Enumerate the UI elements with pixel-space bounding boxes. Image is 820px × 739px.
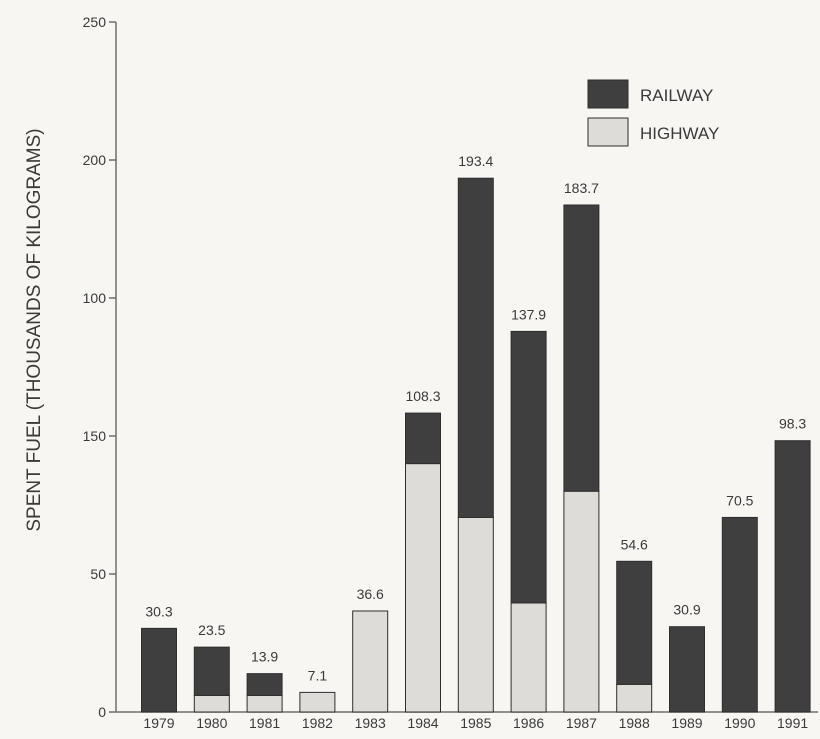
total-label: 70.5 [726, 492, 753, 508]
x-tick-label: 1984 [407, 715, 438, 731]
y-ticks: 0 50 150 100 200 250 [83, 14, 116, 720]
bar-segment-highway-1983 [352, 610, 389, 713]
x-tick-label: 1990 [724, 715, 755, 731]
legend-swatch-railway [587, 79, 629, 109]
bar-segment-highway-1985 [457, 516, 494, 713]
bar-segment-highway-1987 [563, 490, 600, 713]
x-tick-label: 1988 [619, 715, 650, 731]
bar-segment-highway-1980 [193, 694, 230, 713]
bar-segment-railway-1989 [669, 626, 705, 713]
bar-segment-highway-1981 [246, 694, 283, 713]
y-tick-label: 200 [83, 152, 107, 168]
legend-swatch-highway [587, 117, 629, 147]
x-tick-label: 1981 [249, 715, 280, 731]
x-tick-label: 1982 [302, 715, 333, 731]
total-label: 54.6 [621, 536, 648, 552]
x-tick-label: 1986 [513, 715, 544, 731]
total-labels: 30.3 23.5 13.9 7.1 36.6 108.3 193.4 137.9 183.7 5… [145, 153, 806, 683]
total-label: 137.9 [511, 306, 546, 322]
x-tick-label: 1991 [777, 715, 808, 731]
y-tick-label: 50 [90, 566, 106, 582]
total-label: 30.9 [673, 602, 700, 618]
total-label: 13.9 [251, 649, 278, 665]
x-tick-label: 1985 [460, 715, 491, 731]
bar-segment-railway-1987 [563, 204, 600, 492]
x-tick-label: 1989 [671, 715, 702, 731]
bar-segment-highway-1982 [299, 691, 336, 713]
legend: RAILWAY HIGHWAY [587, 79, 719, 147]
x-tick-label: 1979 [143, 715, 174, 731]
x-tick-label: 1983 [355, 715, 386, 731]
bar-segment-railway-1981 [246, 673, 283, 696]
total-label: 108.3 [405, 388, 440, 404]
bar-segment-railway-1979 [141, 627, 177, 713]
bar-segment-railway-1986 [510, 330, 547, 604]
x-tick-label: 1987 [566, 715, 597, 731]
y-axis-label: SPENT FUEL (THOUSANDS OF KILOGRAMS) [24, 128, 45, 531]
total-label: 30.3 [145, 603, 172, 619]
total-label: 36.6 [357, 586, 384, 602]
y-tick-label: 250 [83, 14, 107, 30]
bar-segment-railway-1980 [193, 646, 230, 696]
y-tick-label: 100 [83, 290, 107, 306]
bar-segment-railway-1984 [405, 412, 441, 465]
y-tick-label: 0 [98, 704, 106, 720]
bar-segment-railway-1991 [774, 440, 811, 713]
bar-segment-highway-1986 [510, 602, 547, 713]
y-tick-label: 150 [83, 428, 107, 444]
total-label: 98.3 [779, 416, 806, 432]
x-tick-label: 1980 [196, 715, 227, 731]
bar-segment-railway-1990 [721, 516, 758, 713]
total-label: 7.1 [308, 667, 328, 683]
bar-segment-railway-1985 [457, 177, 494, 518]
total-label: 193.4 [458, 153, 493, 169]
total-label: 183.7 [564, 180, 599, 196]
legend-label-railway: RAILWAY [640, 86, 713, 105]
bars [141, 177, 811, 713]
total-label: 23.5 [198, 622, 225, 638]
x-ticks: 1979 1980 1981 1982 1983 1984 1985 1986 1987 1988… [143, 715, 808, 731]
bar-segment-highway-1984 [405, 463, 441, 713]
bar-segment-railway-1988 [616, 560, 653, 685]
legend-label-highway: HIGHWAY [640, 124, 719, 143]
bar-segment-highway-1988 [616, 683, 653, 713]
